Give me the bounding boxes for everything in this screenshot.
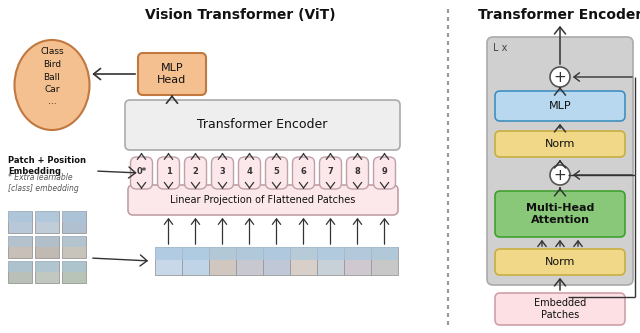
Bar [35, 211, 59, 222]
Text: * Extra learnable
[class] embedding: * Extra learnable [class] embedding [8, 173, 79, 193]
Bar [209, 247, 236, 275]
Text: MLP
Head: MLP Head [157, 63, 187, 85]
Bar [317, 247, 344, 260]
Bar [182, 247, 209, 275]
FancyBboxPatch shape [157, 157, 179, 189]
Bar [62, 236, 86, 258]
Bar [35, 261, 59, 272]
Bar [8, 236, 32, 247]
Text: 4: 4 [246, 166, 252, 175]
Text: Transformer Encoder: Transformer Encoder [478, 8, 640, 22]
Bar [35, 236, 59, 247]
Bar [371, 247, 398, 260]
FancyBboxPatch shape [495, 91, 625, 121]
Text: Multi-Head
Attention: Multi-Head Attention [526, 203, 594, 225]
FancyBboxPatch shape [125, 100, 400, 150]
Bar [62, 236, 86, 247]
FancyBboxPatch shape [495, 131, 625, 157]
FancyBboxPatch shape [319, 157, 342, 189]
Bar [8, 211, 32, 233]
Bar [182, 247, 209, 260]
FancyBboxPatch shape [292, 157, 314, 189]
Text: 1: 1 [166, 166, 172, 175]
Text: Norm: Norm [545, 139, 575, 149]
Bar [35, 211, 59, 233]
Bar [344, 247, 371, 275]
Text: Vision Transformer (ViT): Vision Transformer (ViT) [145, 8, 335, 22]
Text: 5: 5 [273, 166, 280, 175]
Text: Norm: Norm [545, 257, 575, 267]
Bar [371, 247, 398, 275]
Bar [317, 247, 344, 275]
Bar [155, 247, 182, 260]
Text: +: + [554, 70, 566, 85]
Circle shape [550, 67, 570, 87]
FancyBboxPatch shape [184, 157, 207, 189]
Bar [263, 247, 290, 275]
Bar [8, 211, 32, 222]
FancyBboxPatch shape [495, 293, 625, 325]
Text: 9: 9 [381, 166, 387, 175]
Text: MLP: MLP [548, 101, 572, 111]
FancyBboxPatch shape [495, 249, 625, 275]
Text: Linear Projection of Flattened Patches: Linear Projection of Flattened Patches [170, 195, 356, 205]
Bar [236, 247, 263, 260]
Bar [62, 261, 86, 283]
Text: 6: 6 [301, 166, 307, 175]
Bar [344, 247, 371, 260]
Text: 2: 2 [193, 166, 198, 175]
Bar [8, 236, 32, 258]
FancyBboxPatch shape [128, 185, 398, 215]
Bar [209, 247, 236, 260]
Text: 7: 7 [328, 166, 333, 175]
Bar [35, 236, 59, 258]
FancyBboxPatch shape [138, 53, 206, 95]
FancyBboxPatch shape [211, 157, 234, 189]
Text: L x: L x [493, 43, 508, 53]
Text: +: + [554, 167, 566, 182]
Text: Class
Bird
Ball
Car
...: Class Bird Ball Car ... [40, 48, 64, 107]
FancyBboxPatch shape [239, 157, 260, 189]
Text: Transformer Encoder: Transformer Encoder [197, 119, 328, 132]
Bar [62, 211, 86, 222]
Bar [62, 211, 86, 233]
Bar [263, 247, 290, 260]
Circle shape [550, 165, 570, 185]
Bar [290, 247, 317, 260]
FancyBboxPatch shape [131, 157, 152, 189]
Bar [62, 261, 86, 272]
FancyBboxPatch shape [266, 157, 287, 189]
Bar [236, 247, 263, 275]
Bar [8, 261, 32, 272]
Bar [290, 247, 317, 275]
FancyBboxPatch shape [495, 191, 625, 237]
Ellipse shape [15, 40, 90, 130]
Bar [8, 261, 32, 283]
Text: Patch + Position
Embedding: Patch + Position Embedding [8, 156, 86, 176]
Text: Embedded
Patches: Embedded Patches [534, 298, 586, 320]
FancyBboxPatch shape [346, 157, 369, 189]
Bar [155, 247, 182, 275]
Bar [35, 261, 59, 283]
FancyBboxPatch shape [487, 37, 633, 285]
Text: 8: 8 [355, 166, 360, 175]
Text: 0*: 0* [136, 166, 147, 175]
FancyBboxPatch shape [374, 157, 396, 189]
Text: 3: 3 [220, 166, 225, 175]
